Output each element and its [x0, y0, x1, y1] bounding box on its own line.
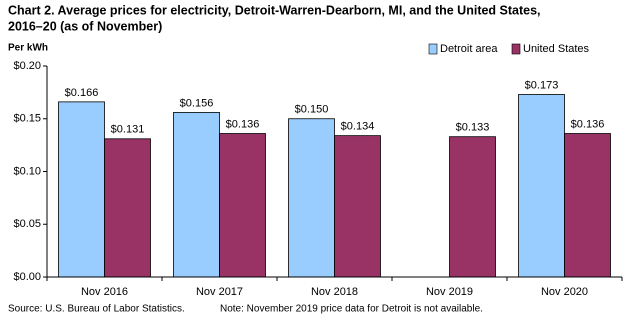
y-axis-label: Per kWh [8, 43, 48, 54]
y-tick-label: $0.20 [13, 60, 41, 72]
x-tick-label: Nov 2020 [541, 286, 588, 298]
x-tick-label: Nov 2018 [311, 286, 358, 298]
bar [104, 138, 151, 278]
bar [173, 112, 220, 278]
x-tick-label: Nov 2019 [426, 286, 473, 298]
legend-swatch [511, 43, 521, 55]
x-tick-label: Nov 2017 [196, 286, 243, 298]
bar [219, 133, 266, 278]
data-label: $0.150 [295, 104, 329, 116]
bar [449, 136, 496, 278]
legend-swatch [428, 43, 438, 55]
bar [288, 118, 335, 278]
bar [564, 133, 611, 278]
data-label: $0.166 [65, 87, 99, 99]
y-tick-label: $0.15 [13, 113, 41, 125]
data-label: $0.134 [341, 121, 375, 133]
data-label: $0.133 [456, 122, 490, 134]
x-tick-label: Nov 2016 [81, 286, 128, 298]
data-label: $0.156 [180, 97, 214, 109]
data-label: $0.131 [111, 124, 145, 136]
data-label: $0.136 [226, 118, 260, 130]
y-tick-label: $0.00 [13, 271, 41, 283]
chart-title: Chart 2. Average prices for electricity,… [8, 3, 541, 17]
source: Source: U.S. Bureau of Labor Statistics. [8, 304, 185, 315]
chart-title: 2016–20 (as of November) [8, 19, 162, 33]
legend-label: United States [523, 43, 590, 55]
bar [518, 94, 565, 278]
legend-label: Detroit area [440, 43, 498, 55]
bar [334, 135, 381, 278]
data-label: $0.136 [571, 118, 605, 130]
note: Note: November 2019 price data for Detro… [220, 304, 483, 315]
y-tick-label: $0.10 [13, 165, 41, 177]
y-tick-label: $0.05 [13, 218, 41, 230]
data-label: $0.173 [525, 79, 559, 91]
bar [58, 101, 105, 278]
